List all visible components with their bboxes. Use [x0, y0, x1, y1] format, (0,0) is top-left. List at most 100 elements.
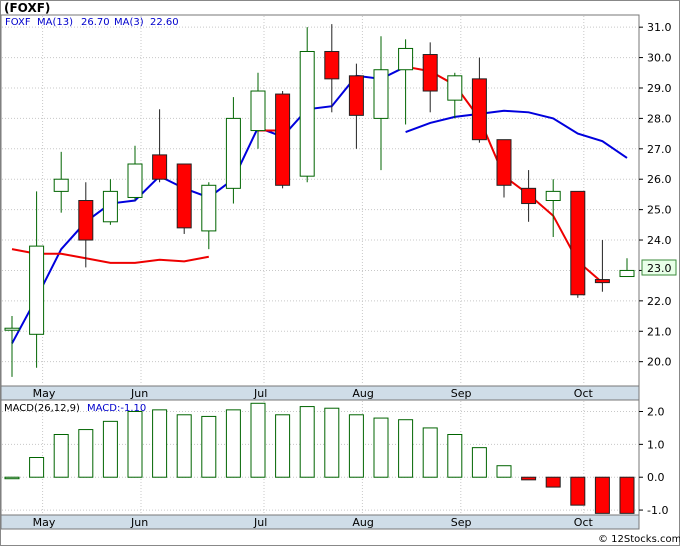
macd-month-label: Oct	[574, 516, 594, 529]
candle-body	[422, 54, 438, 92]
price-tick-label: 21.0	[647, 325, 672, 338]
candle	[78, 182, 94, 268]
candle-body	[78, 200, 94, 241]
ma13-label: MA(13)	[37, 17, 73, 28]
price-tick-label: 26.0	[647, 173, 672, 186]
candle	[496, 139, 512, 198]
macd-bar	[496, 465, 512, 478]
macd-tick-label: 0.0	[647, 471, 665, 484]
candle	[250, 72, 266, 149]
candle	[127, 145, 143, 201]
candle-body	[250, 90, 266, 132]
last-price-tag-text: 23.0	[647, 262, 672, 275]
candle-body	[471, 78, 487, 141]
macd-bar	[225, 409, 241, 478]
month-label: Sep	[451, 387, 472, 400]
price-header: FOXF MA(13) 26.70 MA(3) 22.60	[5, 17, 179, 28]
candle-body	[299, 50, 315, 177]
macd-month-band	[0, 514, 640, 530]
candle-body	[152, 154, 168, 180]
macd-y-axis: 2.0 1.0 0.0 -1.0	[639, 406, 668, 517]
macd-month-label: Sep	[451, 516, 472, 529]
price-panel: 20.0 21.0 22.0 23.0 24.0 25.0 26.0 27.0 28.0 29.0…	[0, 14, 677, 387]
candle-body	[619, 269, 635, 278]
macd-bar	[299, 406, 315, 478]
macd-tick-label: 2.0	[647, 406, 665, 419]
candle	[324, 24, 340, 113]
candle	[521, 170, 537, 222]
macd-month-labels: May Jun Jul Aug Sep Oct	[33, 516, 594, 529]
candle-body	[127, 163, 143, 198]
candle-body	[521, 187, 537, 205]
candle	[176, 163, 192, 234]
ma13-value: 26.70	[81, 17, 110, 28]
price-tick-label: 28.0	[647, 112, 672, 125]
price-month-labels: May Jun Jul Aug Sep Oct	[33, 387, 594, 400]
macd-tick-label: 1.0	[647, 438, 665, 451]
candle	[152, 109, 168, 183]
candle-body	[348, 75, 364, 116]
price-plot-area	[0, 14, 640, 387]
macd-bar	[127, 411, 143, 478]
ma3-value: 22.60	[150, 17, 179, 28]
price-tick-label: 22.0	[647, 295, 672, 308]
candle	[299, 27, 315, 183]
candle-body	[373, 69, 389, 119]
macd-month-label: Jun	[130, 516, 148, 529]
candle-body	[29, 245, 45, 335]
macd-bar	[152, 409, 168, 478]
candle-body	[176, 163, 192, 229]
candle-body	[594, 279, 610, 284]
candle	[594, 240, 610, 292]
candle-body	[201, 184, 217, 232]
macd-bar	[250, 402, 266, 478]
macd-bar	[324, 407, 340, 478]
candle-body	[496, 139, 512, 186]
macd-month-label: Jul	[253, 516, 267, 529]
macd-bar	[348, 414, 364, 478]
macd-bar	[521, 476, 537, 481]
macd-value: MACD:-1.10	[87, 403, 146, 414]
macd-bar	[78, 429, 94, 478]
macd-bar	[471, 447, 487, 478]
candle	[201, 182, 217, 250]
macd-bar	[422, 427, 438, 478]
candle	[422, 42, 438, 113]
macd-tick-label: -1.0	[647, 504, 668, 517]
candle	[348, 63, 364, 149]
macd-bar	[201, 415, 217, 478]
macd-bar	[373, 417, 389, 478]
price-tick-label: 25.0	[647, 204, 672, 217]
candle	[447, 72, 463, 119]
chart-title: (FOXF)	[4, 1, 50, 15]
candle	[545, 179, 561, 237]
last-price-tag-box	[641, 259, 677, 276]
candle	[619, 258, 635, 278]
ma3-polyline-start	[11, 248, 209, 264]
ma13-polyline-tail	[405, 109, 628, 159]
candle-body	[570, 190, 586, 296]
candle	[275, 91, 291, 189]
price-tick-label: 31.0	[647, 21, 672, 34]
candle-body	[4, 327, 20, 331]
candle-body	[225, 117, 241, 189]
macd-bar	[545, 476, 561, 488]
macd-bar	[594, 476, 610, 514]
macd-bar	[4, 476, 20, 480]
price-tick-label: 24.0	[647, 234, 672, 247]
macd-bars	[4, 402, 635, 514]
macd-bar	[619, 476, 635, 514]
macd-bar	[176, 414, 192, 478]
candle-body	[545, 190, 561, 201]
candle-body	[102, 190, 118, 223]
macd-bar	[398, 419, 414, 478]
macd-bar	[275, 414, 291, 478]
candle-body	[53, 178, 69, 192]
macd-month-label: Aug	[352, 516, 373, 529]
candle-body	[324, 50, 340, 80]
ma3-label: MA(3)	[114, 17, 144, 28]
month-label: Jul	[253, 387, 267, 400]
price-tick-label: 20.0	[647, 356, 672, 369]
macd-bar	[29, 457, 45, 478]
